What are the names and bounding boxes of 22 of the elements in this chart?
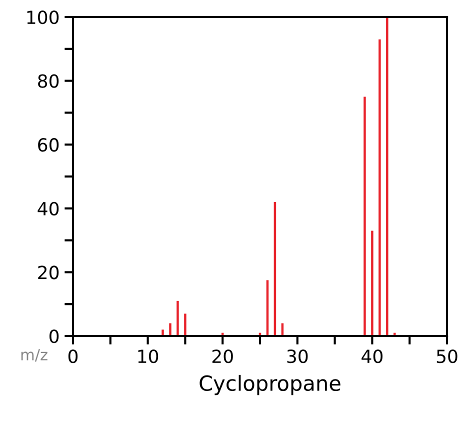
- x-tick-label: 10: [138, 350, 158, 364]
- y-tick-label: 40: [38, 202, 59, 216]
- bar: [371, 230, 374, 336]
- y-tick-label: 0: [50, 329, 59, 344]
- x-tick-label: 30: [287, 350, 308, 364]
- y-tick-label: 20: [38, 266, 59, 280]
- y-tick-label: 60: [38, 138, 59, 152]
- bar: [184, 314, 186, 336]
- x-tick-label: 50: [436, 350, 458, 364]
- bar: [162, 330, 164, 336]
- bar: [378, 39, 381, 336]
- y-tick-label: 80: [38, 74, 59, 88]
- y-tick-label: 100: [27, 10, 59, 24]
- x-axis-title: m/z: [21, 349, 48, 362]
- bar: [176, 300, 179, 336]
- text: Cyclopropane: [200, 374, 340, 396]
- bar: [386, 17, 388, 336]
- x-tick-label: 20: [212, 350, 233, 364]
- x-tick-label: 0: [68, 350, 78, 364]
- bar: [169, 323, 172, 336]
- x-tick-label: 40: [362, 350, 382, 364]
- bar: [364, 96, 366, 336]
